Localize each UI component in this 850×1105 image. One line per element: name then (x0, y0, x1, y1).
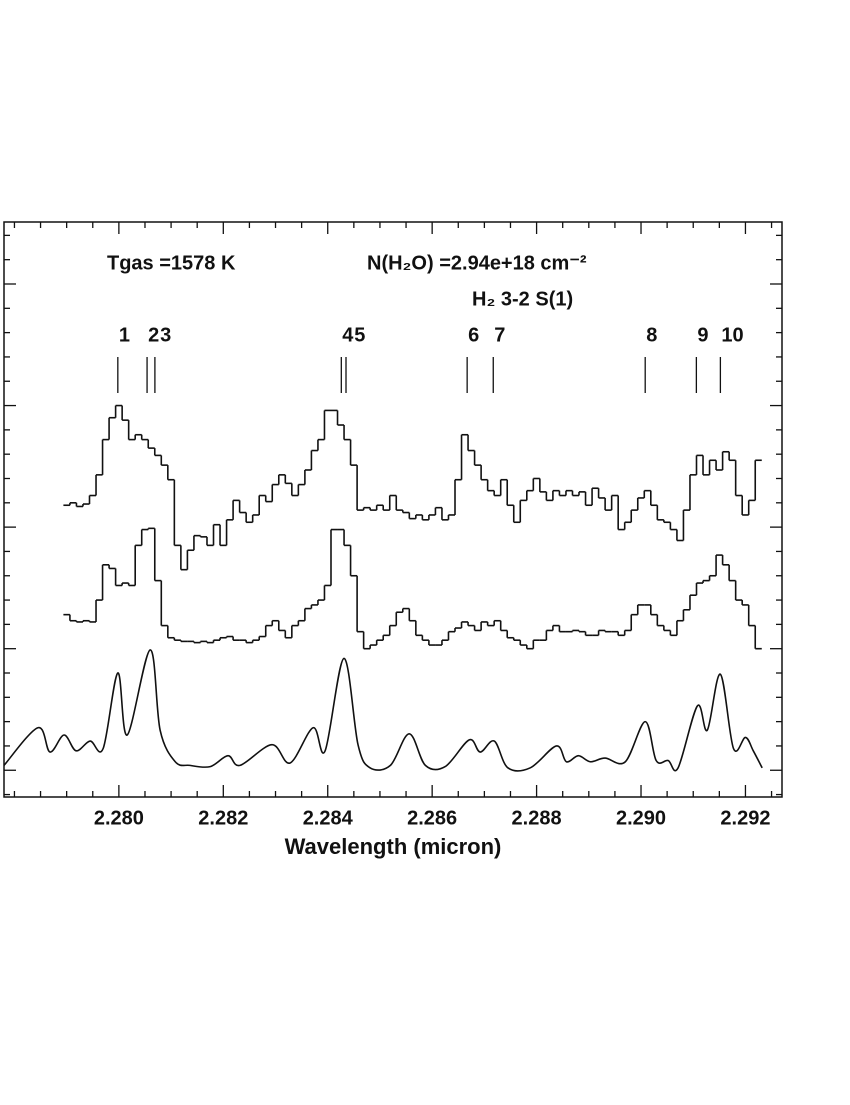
x-tick-label: 2.280 (94, 807, 144, 829)
line-marker-label: 4 (342, 324, 354, 346)
x-tick-label: 2.288 (512, 807, 562, 829)
x-tick-label: 2.292 (720, 807, 770, 829)
x-tick-label: 2.284 (303, 807, 354, 829)
line-marker-label: 9 (697, 324, 708, 346)
annotation: H₂ 3-2 S(1) (472, 288, 573, 310)
annotation: N(H₂O) =2.94e+18 cm⁻² (367, 252, 587, 274)
line-marker-label: 5 (354, 324, 365, 346)
line-marker-label: 10 (721, 324, 743, 346)
line-marker-label: 7 (494, 324, 505, 346)
plot-frame (3, 221, 783, 798)
annotation: Tgas =1578 K (107, 252, 236, 274)
line-marker-label: 2 (148, 324, 159, 346)
x-tick-label: 2.290 (616, 807, 666, 829)
line-marker-label: 8 (646, 324, 657, 346)
line-marker-label: 6 (468, 324, 479, 346)
line-marker-label: 1 (119, 324, 130, 346)
line-marker-label: 3 (160, 324, 171, 346)
model-curve (3, 649, 763, 772)
x-tick-label: 2.286 (407, 807, 457, 829)
x-axis-label: Wavelength (micron) (285, 834, 502, 859)
x-tick-label: 2.282 (198, 807, 248, 829)
